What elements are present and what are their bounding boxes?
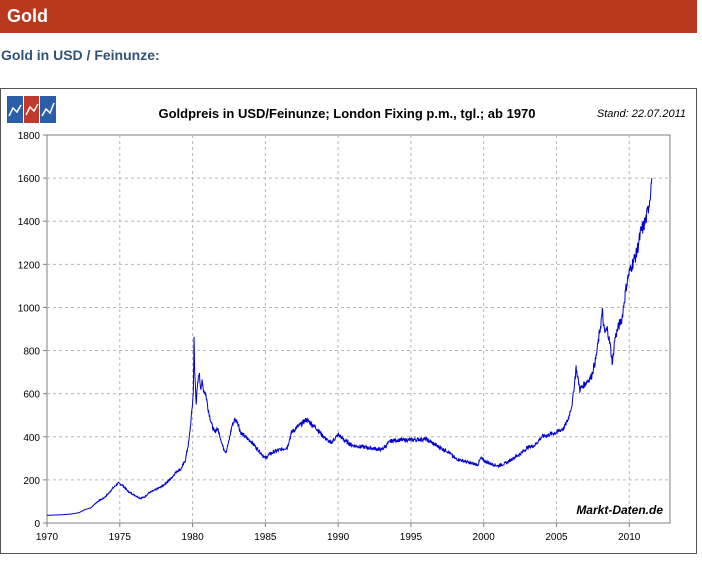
x-tick-label: 2005 [545,532,568,543]
x-tick-label: 1995 [400,532,423,543]
x-tick-label: 2010 [618,532,641,543]
source-label: Markt-Daten.de [576,503,663,517]
x-tick-label: 1990 [327,532,350,543]
plot-area [46,134,671,524]
axes: 0 200 400 600 800 1000 1200 1400 1600 1800 1970 197… [18,131,641,543]
chart-title: Goldpreis in USD/Feinunze; London Fixing… [158,106,535,121]
y-tick-label: 800 [23,347,40,358]
y-tick-label: 0 [34,519,40,530]
x-tick-label: 2000 [473,532,496,543]
page-header: Gold [0,0,697,33]
gold-price-line [47,178,653,516]
y-tick-label: 1200 [18,260,41,271]
x-tick-label: 1985 [254,532,277,543]
y-tick-label: 1400 [18,217,41,228]
y-tick-label: 1000 [18,303,41,314]
x-tick-label: 1980 [181,532,204,543]
y-tick-label: 1800 [18,131,41,142]
x-tick-label: 1970 [36,532,59,543]
y-tick-label: 200 [23,476,40,487]
section-title: Gold in USD / Feinunze: [1,47,160,63]
y-tick-label: 1600 [18,174,41,185]
y-tick-label: 400 [23,433,40,444]
markt-daten-logo-icon [7,96,56,123]
x-tick-label: 1975 [109,532,132,543]
y-tick-label: 600 [23,390,40,401]
page-title: Gold [7,6,48,26]
chart-stand: Stand: 22.07.2011 [597,108,686,120]
grid [47,135,670,523]
